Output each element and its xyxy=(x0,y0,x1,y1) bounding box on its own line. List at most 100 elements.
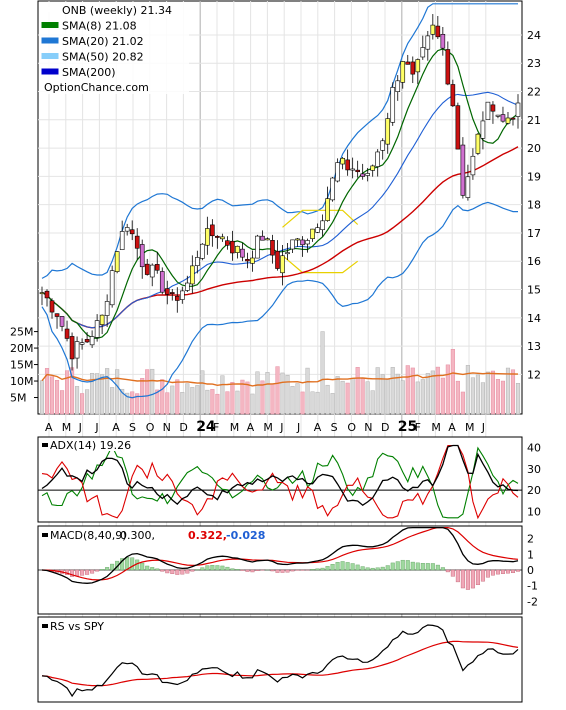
candle-body xyxy=(55,314,59,317)
x-tick-label: M xyxy=(263,421,273,434)
volume-bar xyxy=(236,391,240,414)
x-tick-label: F xyxy=(213,421,219,434)
candle-body xyxy=(461,145,465,195)
x-tick-label: A xyxy=(112,421,120,434)
volume-tick-label: 25M xyxy=(10,326,34,339)
macd-histogram-bar xyxy=(501,570,505,574)
legend-label: ONB (weekly) 21.34 xyxy=(62,4,172,17)
x-tick-label: M xyxy=(230,421,240,434)
rs-label: RS vs SPY xyxy=(50,620,104,633)
volume-bar xyxy=(296,384,300,414)
candle-body xyxy=(95,321,99,338)
macd-label-swatch xyxy=(42,533,48,537)
candle-body xyxy=(286,253,290,254)
candle-body xyxy=(225,241,229,246)
candle-body xyxy=(200,244,204,258)
candle-body xyxy=(356,170,360,172)
macd-histogram-bar xyxy=(416,563,420,570)
candle-body xyxy=(100,315,104,324)
candle-body xyxy=(301,240,305,245)
candle-body xyxy=(140,244,144,266)
volume-bar xyxy=(40,381,44,414)
candle-body xyxy=(411,62,415,74)
macd-histogram-bar xyxy=(191,570,195,571)
macd-histogram-bar xyxy=(386,566,390,570)
volume-bar xyxy=(271,384,275,414)
candle-body xyxy=(406,62,410,64)
macd-histogram-bar xyxy=(145,566,149,570)
candle-body xyxy=(70,336,74,358)
price-tick-label: 14 xyxy=(527,312,541,325)
macd-histogram-bar xyxy=(246,570,250,572)
volume-bar xyxy=(100,375,104,414)
x-tick-label: J xyxy=(94,421,98,434)
volume-bar xyxy=(441,378,445,414)
macd-histogram-bar xyxy=(95,570,99,571)
macd-histogram-bar xyxy=(441,567,445,570)
macd-histogram-bar xyxy=(175,570,179,575)
macd-histogram-bar xyxy=(85,570,89,575)
candle-body xyxy=(250,258,254,263)
candle-body xyxy=(341,158,345,164)
volume-tick-label: 10M xyxy=(10,375,34,388)
macd-histogram-bar xyxy=(331,564,335,570)
volume-bar xyxy=(206,390,210,414)
macd-histogram-bar xyxy=(170,570,174,574)
volume-bar xyxy=(55,380,59,414)
macd-histogram-bar xyxy=(236,569,240,570)
candle-body xyxy=(190,266,194,284)
candle-body xyxy=(431,25,435,34)
volume-bar xyxy=(321,332,325,414)
candle-body xyxy=(130,230,134,234)
volume-bar xyxy=(341,381,345,414)
macd-histogram-bar xyxy=(251,570,255,572)
volume-bar xyxy=(416,382,420,414)
x-tick-label: A xyxy=(45,421,53,434)
volume-bar xyxy=(281,373,285,414)
macd-histogram-bar xyxy=(486,570,490,577)
candle-body xyxy=(281,256,285,273)
candle-body xyxy=(446,49,450,84)
macd-histogram-bar xyxy=(231,569,235,570)
macd-histogram-bar xyxy=(140,563,144,570)
legend-swatch xyxy=(42,23,58,28)
volume-bar xyxy=(516,383,520,414)
macd-histogram-bar xyxy=(90,570,94,573)
adx-tick-label: 20 xyxy=(527,484,541,497)
macd-histogram-bar xyxy=(281,570,285,573)
adx-label-swatch xyxy=(42,443,48,447)
macd-histogram-bar xyxy=(105,567,109,570)
candle-body xyxy=(421,48,425,57)
macd-histogram-bar xyxy=(341,561,345,570)
macd-histogram-bar xyxy=(326,566,330,570)
price-tick-label: 24 xyxy=(527,29,541,42)
candle-body xyxy=(60,316,64,326)
volume-bar xyxy=(446,365,450,414)
x-tick-label: F xyxy=(415,421,421,434)
adx-tick-label: 40 xyxy=(527,442,541,455)
volume-bar xyxy=(506,368,510,414)
macd-value-label: -0.028 xyxy=(226,529,265,542)
candle-body xyxy=(215,236,219,237)
x-tick-label: N xyxy=(364,421,372,434)
macd-histogram-bar xyxy=(256,570,260,571)
macd-histogram-bar xyxy=(150,567,154,570)
macd-histogram-bar xyxy=(371,568,375,570)
x-tick-label: D xyxy=(179,421,187,434)
volume-bar xyxy=(191,387,195,414)
volume-bar xyxy=(351,378,355,414)
volume-bar xyxy=(386,379,390,414)
volume-bar xyxy=(451,349,455,414)
macd-tick-label: 1 xyxy=(527,548,534,561)
candle-body xyxy=(240,249,244,257)
volume-bar xyxy=(366,382,370,414)
volume-bar xyxy=(221,376,225,414)
x-tick-label: A xyxy=(247,421,255,434)
volume-bar xyxy=(306,368,310,414)
macd-histogram-bar xyxy=(361,567,365,570)
volume-bar xyxy=(471,378,475,414)
volume-bar xyxy=(411,368,415,414)
volume-bar xyxy=(426,373,430,414)
rs-panel-frame xyxy=(38,617,522,702)
